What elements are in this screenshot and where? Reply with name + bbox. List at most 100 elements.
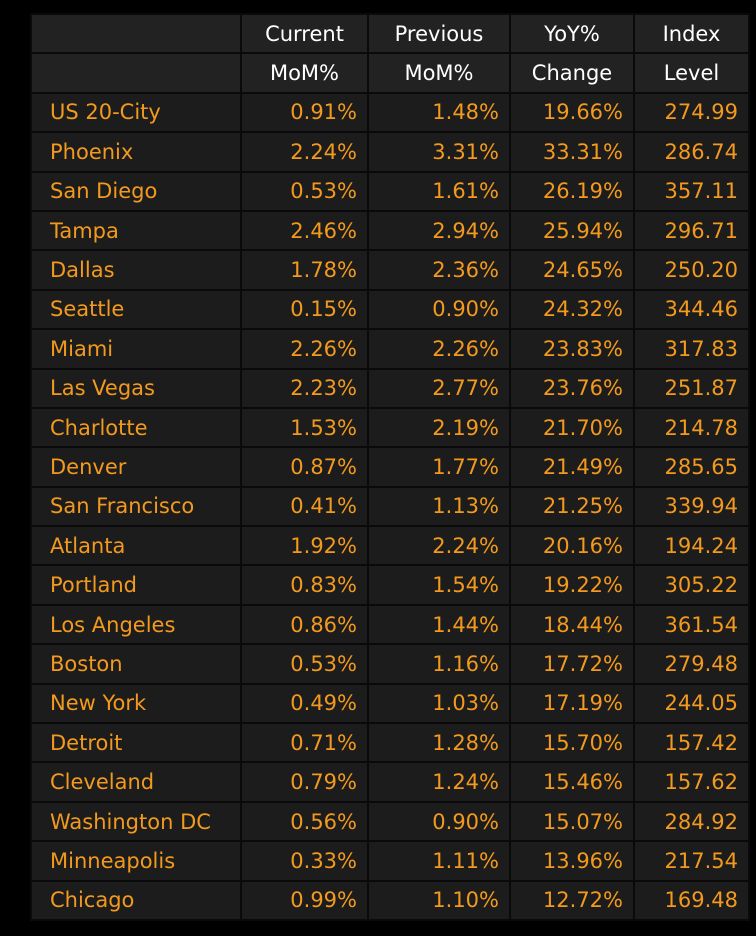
value-cell: 17.72%	[511, 645, 633, 683]
column-header: MoM%	[369, 54, 509, 92]
city-name: Washington DC	[32, 802, 240, 841]
city-name: Dallas	[32, 251, 240, 289]
table-row: Miami 2.26% 2.26% 23.83% 317.83	[32, 330, 748, 368]
value-cell: 1.11%	[369, 842, 509, 880]
value-cell: 274.99	[635, 93, 748, 132]
value-cell: 0.41%	[242, 487, 367, 526]
value-cell: 0.90%	[369, 290, 509, 329]
city-name: Miami	[32, 330, 240, 368]
value-cell: 2.23%	[242, 369, 367, 407]
value-cell: 157.62	[635, 763, 748, 801]
table-row: Tampa 2.46% 2.94% 25.94% 296.71	[32, 211, 748, 250]
value-cell: 194.24	[635, 527, 748, 565]
column-header	[32, 15, 240, 53]
value-cell: 15.07%	[511, 802, 633, 841]
value-cell: 26.19%	[511, 172, 633, 210]
header-row: MoM% MoM% Change Level	[32, 54, 748, 92]
value-cell: 1.48%	[369, 93, 509, 132]
value-cell: 317.83	[635, 330, 748, 368]
table-row: Charlotte 1.53% 2.19% 21.70% 214.78	[32, 408, 748, 447]
value-cell: 33.31%	[511, 133, 633, 171]
table-row: Washington DC 0.56% 0.90% 15.07% 284.92	[32, 802, 748, 841]
city-name: Boston	[32, 645, 240, 683]
column-header: MoM%	[242, 54, 367, 92]
city-name: Las Vegas	[32, 369, 240, 407]
column-header	[32, 54, 240, 92]
value-cell: 1.78%	[242, 251, 367, 289]
value-cell: 12.72%	[511, 881, 633, 919]
value-cell: 0.79%	[242, 763, 367, 801]
value-cell: 15.46%	[511, 763, 633, 801]
city-name: Seattle	[32, 290, 240, 329]
value-cell: 2.77%	[369, 369, 509, 407]
value-cell: 157.42	[635, 724, 748, 762]
value-cell: 23.83%	[511, 330, 633, 368]
table-row: San Francisco 0.41% 1.13% 21.25% 339.94	[32, 487, 748, 526]
value-cell: 169.48	[635, 881, 748, 919]
table-row: Portland 0.83% 1.54% 19.22% 305.22	[32, 566, 748, 604]
value-cell: 0.56%	[242, 802, 367, 841]
value-cell: 24.32%	[511, 290, 633, 329]
value-cell: 20.16%	[511, 527, 633, 565]
city-name: Chicago	[32, 881, 240, 919]
value-cell: 2.24%	[369, 527, 509, 565]
value-cell: 357.11	[635, 172, 748, 210]
value-cell: 17.19%	[511, 684, 633, 723]
city-name: Charlotte	[32, 408, 240, 447]
table-row: Detroit 0.71% 1.28% 15.70% 157.42	[32, 724, 748, 762]
city-name: Atlanta	[32, 527, 240, 565]
column-header: Change	[511, 54, 633, 92]
value-cell: 13.96%	[511, 842, 633, 880]
value-cell: 250.20	[635, 251, 748, 289]
column-header: YoY%	[511, 15, 633, 53]
value-cell: 21.70%	[511, 408, 633, 447]
value-cell: 217.54	[635, 842, 748, 880]
table-row: San Diego 0.53% 1.61% 26.19% 357.11	[32, 172, 748, 210]
value-cell: 1.53%	[242, 408, 367, 447]
value-cell: 286.74	[635, 133, 748, 171]
city-name: Los Angeles	[32, 605, 240, 644]
city-name: Minneapolis	[32, 842, 240, 880]
home-price-table: Current Previous YoY% Index MoM% MoM% Change Le…	[30, 13, 750, 921]
value-cell: 19.66%	[511, 93, 633, 132]
value-cell: 1.28%	[369, 724, 509, 762]
value-cell: 23.76%	[511, 369, 633, 407]
value-cell: 1.10%	[369, 881, 509, 919]
value-cell: 2.26%	[242, 330, 367, 368]
value-cell: 251.87	[635, 369, 748, 407]
table-row: Boston 0.53% 1.16% 17.72% 279.48	[32, 645, 748, 683]
value-cell: 2.94%	[369, 211, 509, 250]
value-cell: 344.46	[635, 290, 748, 329]
value-cell: 0.15%	[242, 290, 367, 329]
value-cell: 305.22	[635, 566, 748, 604]
value-cell: 244.05	[635, 684, 748, 723]
city-name: San Francisco	[32, 487, 240, 526]
value-cell: 15.70%	[511, 724, 633, 762]
value-cell: 2.26%	[369, 330, 509, 368]
value-cell: 0.53%	[242, 172, 367, 210]
column-header: Index	[635, 15, 748, 53]
value-cell: 296.71	[635, 211, 748, 250]
city-name: Cleveland	[32, 763, 240, 801]
value-cell: 1.44%	[369, 605, 509, 644]
value-cell: 1.92%	[242, 527, 367, 565]
value-cell: 19.22%	[511, 566, 633, 604]
value-cell: 21.49%	[511, 448, 633, 486]
value-cell: 0.99%	[242, 881, 367, 919]
table-row: Minneapolis 0.33% 1.11% 13.96% 217.54	[32, 842, 748, 880]
city-name: Detroit	[32, 724, 240, 762]
table-row: Atlanta 1.92% 2.24% 20.16% 194.24	[32, 527, 748, 565]
column-header: Previous	[369, 15, 509, 53]
column-header: Level	[635, 54, 748, 92]
city-name: Portland	[32, 566, 240, 604]
table-row: Las Vegas 2.23% 2.77% 23.76% 251.87	[32, 369, 748, 407]
table-row: US 20-City 0.91% 1.48% 19.66% 274.99	[32, 93, 748, 132]
value-cell: 0.90%	[369, 802, 509, 841]
column-header: Current	[242, 15, 367, 53]
value-cell: 24.65%	[511, 251, 633, 289]
value-cell: 2.24%	[242, 133, 367, 171]
value-cell: 361.54	[635, 605, 748, 644]
value-cell: 284.92	[635, 802, 748, 841]
table-row: Los Angeles 0.86% 1.44% 18.44% 361.54	[32, 605, 748, 644]
value-cell: 1.24%	[369, 763, 509, 801]
